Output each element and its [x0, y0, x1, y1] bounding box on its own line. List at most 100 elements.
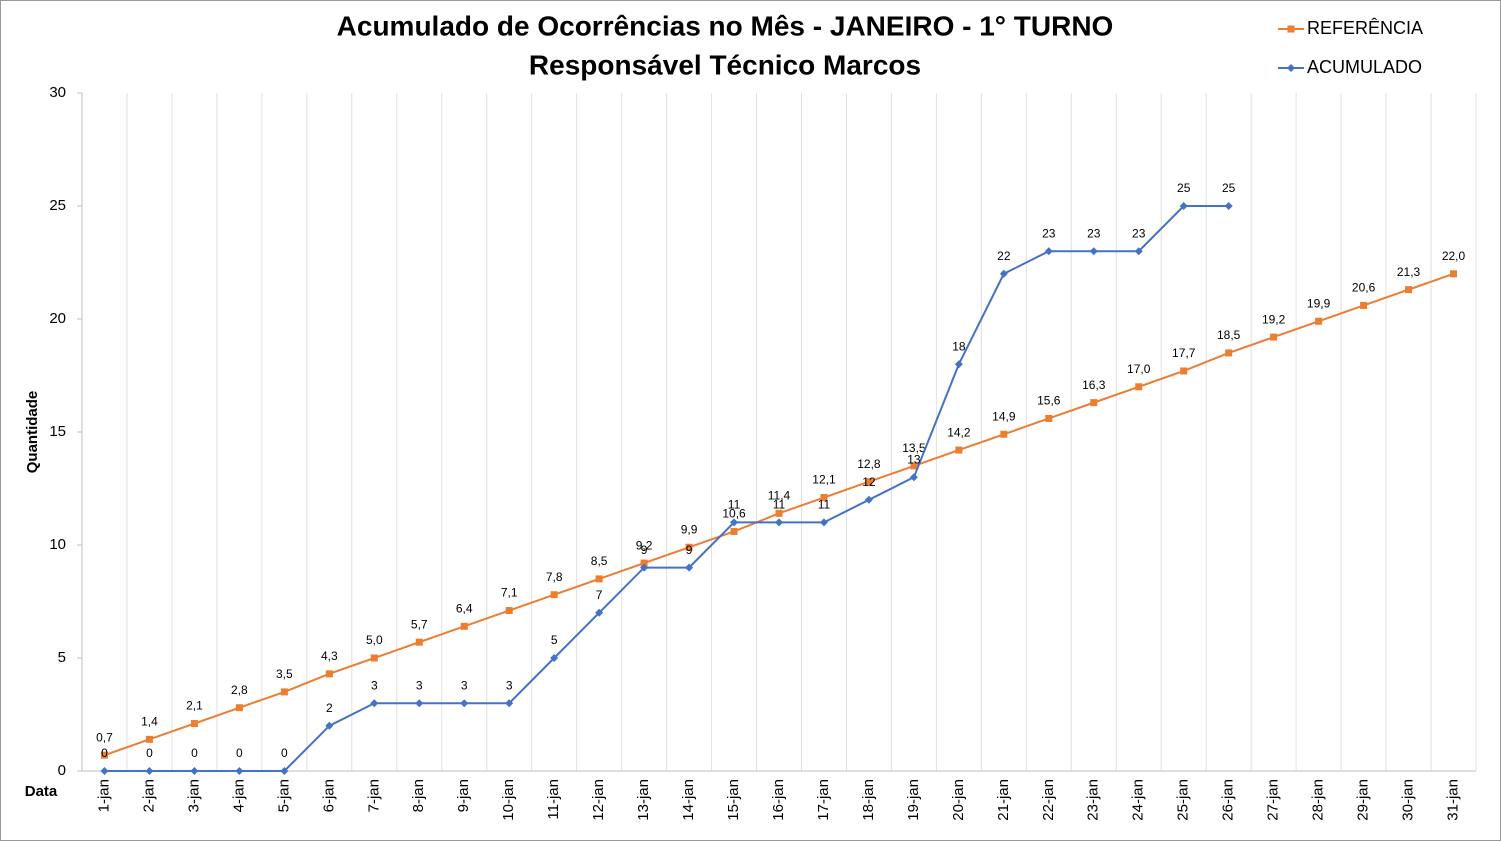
- x-tick-label: 20-jan: [950, 779, 967, 821]
- point: [325, 721, 334, 730]
- data-label: 21,3: [1397, 265, 1421, 279]
- data-label: 11,4: [768, 489, 791, 503]
- x-tick-label: 23-jan: [1085, 779, 1102, 821]
- y-tick-label: 0: [58, 762, 66, 779]
- data-label: 23: [1132, 226, 1146, 240]
- data-label: 17,7: [1172, 346, 1196, 360]
- point: [640, 563, 649, 572]
- point: [550, 654, 559, 662]
- point: [460, 699, 469, 708]
- data-label: 12: [862, 475, 876, 489]
- data-label: 9: [641, 543, 648, 557]
- point: [819, 518, 828, 527]
- data-label: 0,7: [96, 730, 113, 744]
- point: [370, 699, 379, 708]
- point: [1405, 286, 1413, 294]
- point: [1287, 25, 1295, 33]
- point: [235, 767, 244, 775]
- x-tick-label: 31-jan: [1444, 779, 1461, 821]
- data-label: 9: [686, 543, 693, 557]
- data-label: 4,3: [321, 649, 338, 663]
- point: [550, 591, 558, 599]
- point: [864, 495, 873, 504]
- data-label: 23: [1087, 226, 1101, 240]
- point: [999, 269, 1008, 278]
- point: [1045, 414, 1053, 422]
- data-label: 9,2: [636, 538, 653, 552]
- point: [685, 543, 693, 551]
- data-label: 5,7: [411, 617, 428, 631]
- point: [909, 473, 918, 482]
- point: [1090, 399, 1098, 407]
- data-label: 22,0: [1442, 249, 1466, 263]
- point: [1315, 317, 1323, 325]
- data-label: 12,1: [812, 473, 836, 487]
- data-label: 11: [728, 498, 741, 512]
- data-label: 6,4: [456, 602, 473, 616]
- data-label: 2,1: [186, 699, 203, 713]
- x-tick-label: 12-jan: [590, 779, 607, 821]
- x-tick-label: 13-jan: [635, 779, 652, 821]
- x-tick-label: 29-jan: [1355, 779, 1372, 821]
- data-label: 23: [1042, 226, 1056, 240]
- data-label: 19,9: [1307, 296, 1331, 310]
- point: [865, 478, 873, 486]
- data-label: 7: [596, 588, 603, 602]
- data-label: 18: [952, 339, 966, 353]
- data-label: 11: [773, 498, 786, 512]
- data-label: 0: [101, 746, 108, 760]
- data-label: 0: [191, 746, 198, 760]
- x-tick-label: 3-jan: [185, 779, 202, 812]
- x-tick-label: 9-jan: [455, 779, 472, 812]
- point: [415, 699, 424, 708]
- y-axis-label: Quantidade: [24, 391, 41, 474]
- point: [100, 767, 109, 775]
- x-tick-label: 2-jan: [140, 779, 157, 812]
- point: [730, 527, 738, 535]
- data-label: 2,8: [231, 683, 248, 697]
- point: [280, 688, 288, 696]
- x-tick-label: 5-jan: [275, 779, 292, 812]
- point: [145, 735, 153, 743]
- data-label: 18,5: [1217, 328, 1241, 342]
- point: [1044, 247, 1053, 256]
- data-label: 25: [1222, 181, 1236, 195]
- x-tick-label: 22-jan: [1040, 779, 1057, 821]
- data-label: 16,3: [1082, 378, 1106, 392]
- x-tick-label: 30-jan: [1400, 779, 1417, 821]
- point: [1450, 270, 1458, 278]
- data-label: 5: [551, 633, 558, 647]
- point: [1180, 367, 1188, 375]
- point: [595, 608, 604, 617]
- legend-label: ACUMULADO: [1307, 57, 1422, 77]
- data-label: 20,6: [1352, 281, 1376, 295]
- point: [1000, 430, 1008, 438]
- data-label: 22: [997, 249, 1011, 263]
- point: [1360, 301, 1368, 309]
- point: [1270, 333, 1278, 341]
- point: [325, 670, 333, 678]
- y-tick-label: 10: [49, 536, 66, 553]
- data-label: 3: [506, 678, 513, 692]
- x-tick-label: 11-jan: [545, 779, 562, 820]
- data-label: 19,2: [1262, 312, 1286, 326]
- data-label: 0: [236, 746, 243, 760]
- point: [910, 462, 918, 470]
- point: [775, 518, 783, 527]
- data-label: 2: [326, 701, 333, 715]
- point: [415, 638, 423, 646]
- data-label: 8,5: [591, 554, 608, 568]
- x-tick-label: 15-jan: [725, 779, 742, 821]
- point: [1225, 349, 1233, 357]
- x-tick-label: 7-jan: [365, 779, 382, 812]
- data-label: 17,0: [1127, 362, 1151, 376]
- point: [685, 563, 694, 572]
- point: [370, 654, 378, 662]
- y-tick-label: 15: [49, 423, 66, 440]
- data-label: 7,1: [501, 586, 518, 600]
- x-tick-label: 21-jan: [995, 779, 1012, 821]
- x-tick-label: 8-jan: [410, 779, 427, 812]
- point: [955, 446, 963, 454]
- point: [595, 575, 603, 583]
- data-label: 1,4: [141, 715, 158, 729]
